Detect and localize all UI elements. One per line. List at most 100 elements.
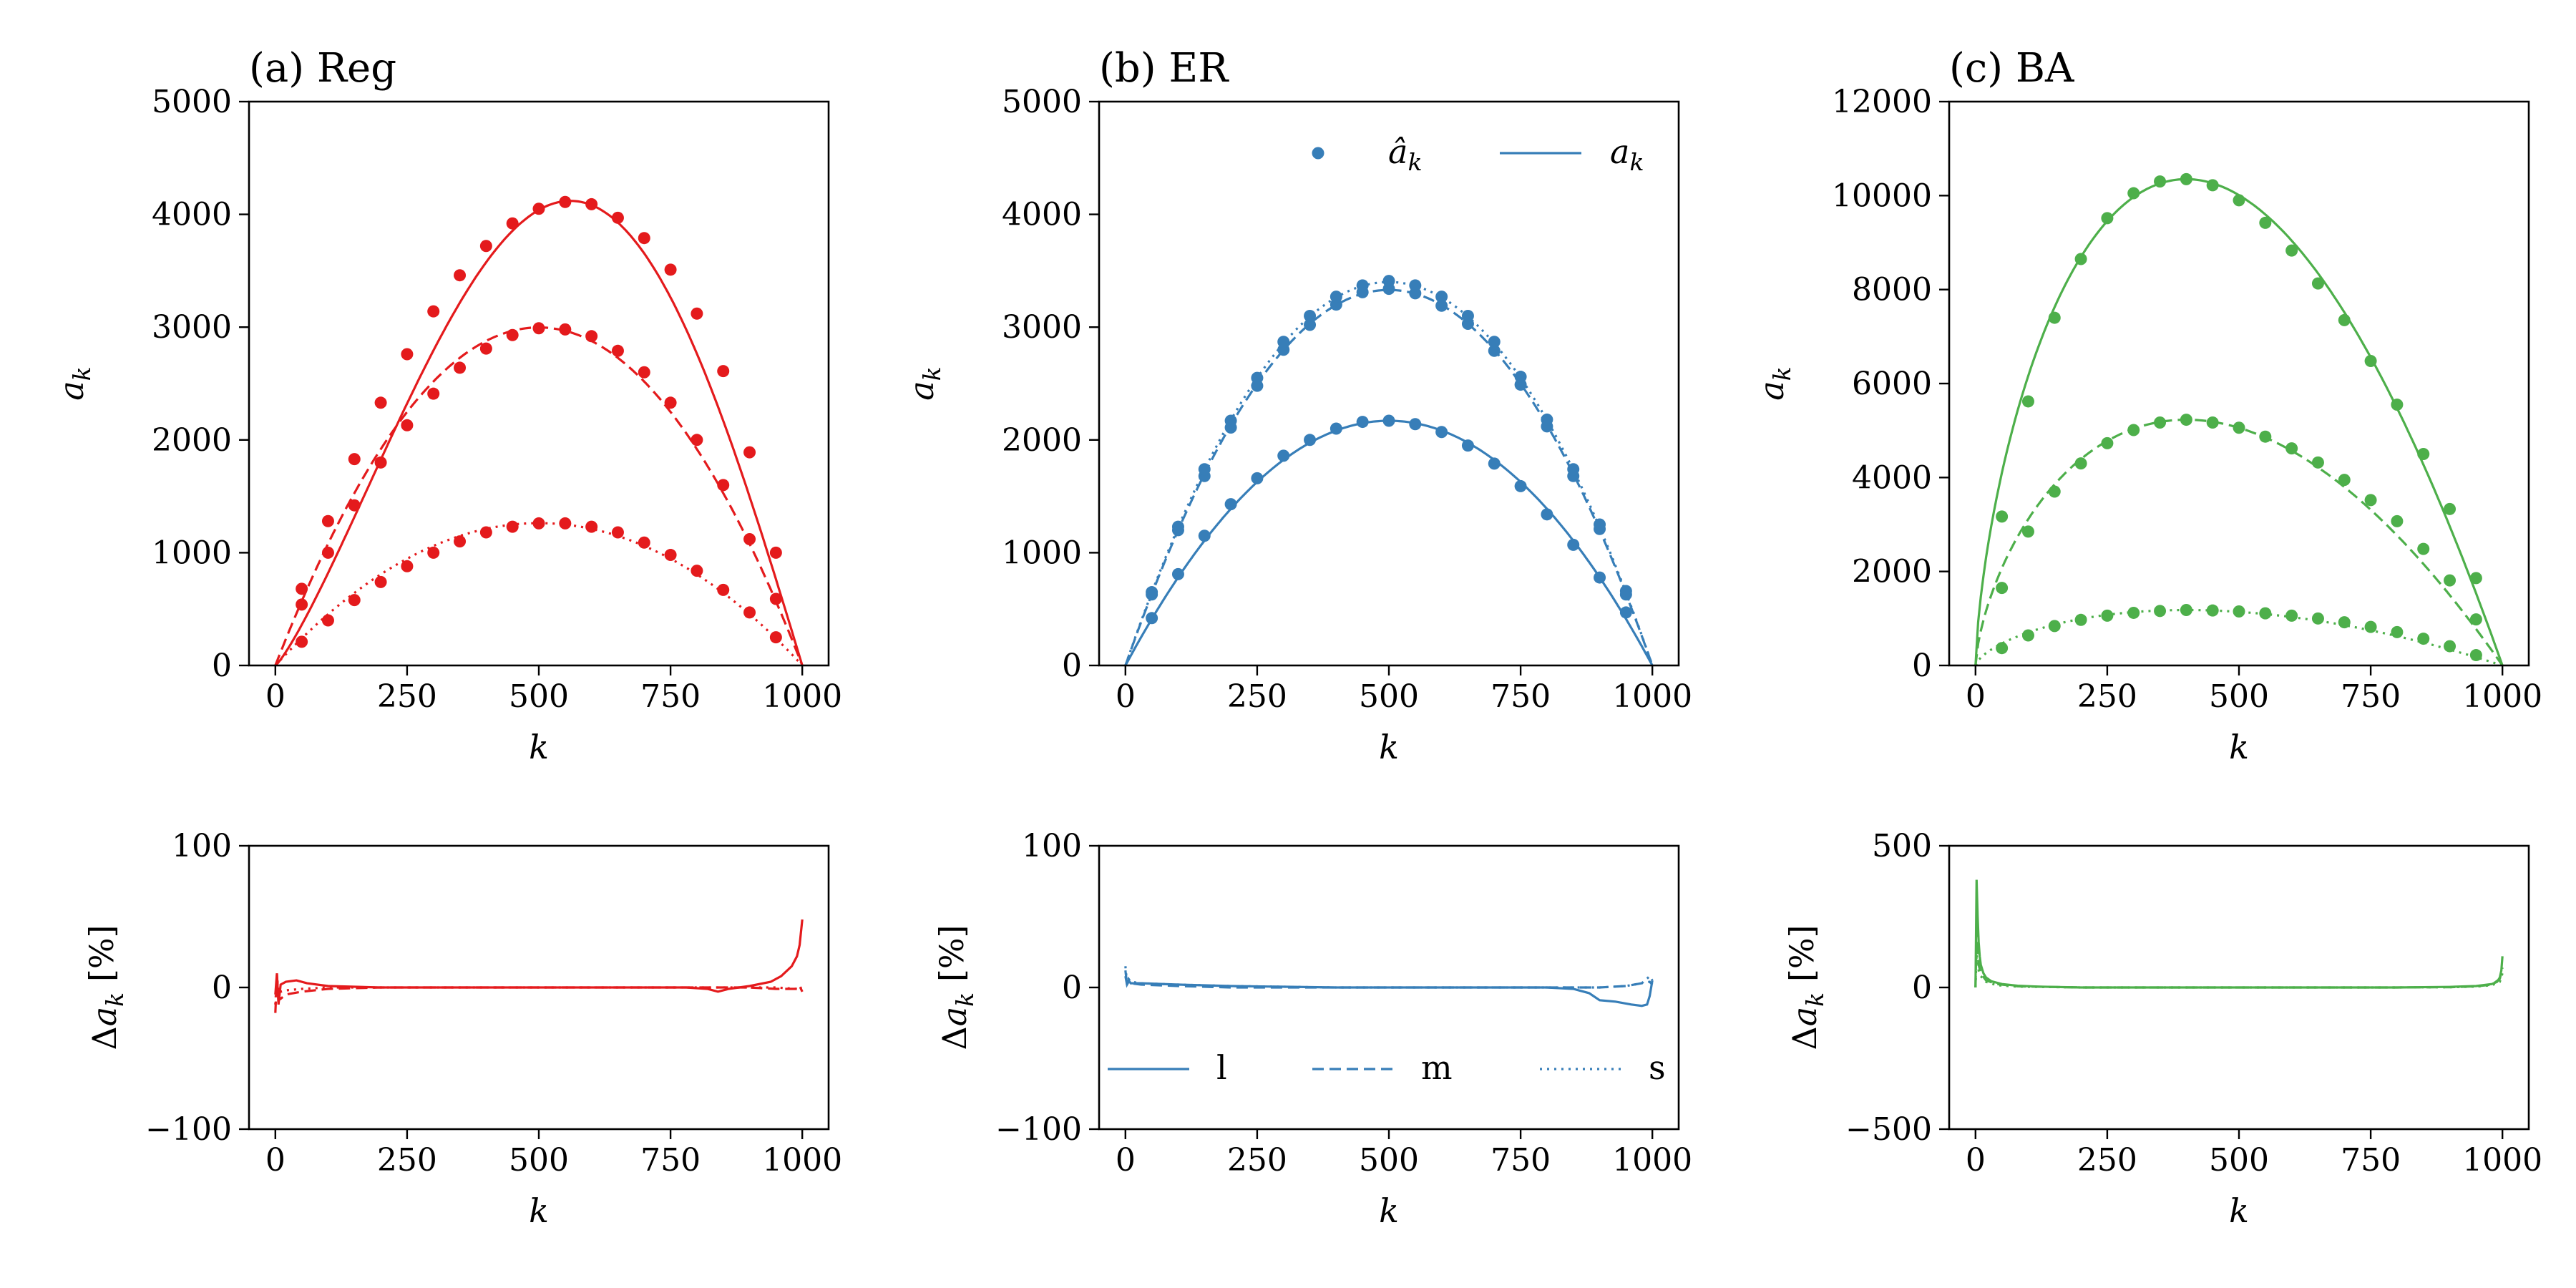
data-point [1356, 279, 1369, 292]
panel-b-bottom: 0 250 500 750 1000 −100 0 100 k Δak [%] [932, 828, 1692, 1230]
y-tick-label: −100 [995, 1111, 1082, 1148]
data-point [1171, 567, 1184, 580]
data-point [321, 614, 334, 627]
data-point [1594, 571, 1606, 584]
data-point [2048, 485, 2061, 498]
panel-title: (c) BA [1949, 45, 2074, 92]
x-tick-label: 1000 [762, 1142, 842, 1179]
series-line-dashed [274, 326, 804, 665]
y-tick-label: 3000 [152, 309, 232, 346]
data-point [2417, 448, 2430, 460]
data-point [427, 546, 440, 559]
x-axis-label: k [2229, 728, 2249, 766]
data-point [2233, 605, 2245, 618]
y-tick-label: 12000 [1832, 84, 1932, 120]
data-point [348, 499, 361, 512]
data-point [1146, 612, 1158, 625]
data-point [1541, 413, 1553, 426]
legend-label-line: ak [1610, 132, 1644, 176]
data-point [2417, 542, 2430, 555]
panel-a-bottom: 0 250 500 750 1000 −100 0 100 k Δak [%] [82, 828, 842, 1230]
data-point [1198, 530, 1211, 542]
panel-c-bottom: 0 250 500 750 1000 −500 0 500 k Δak [%] [1782, 828, 2542, 1230]
data-point [2311, 612, 2324, 625]
y-tick-label: 4000 [1852, 459, 1932, 496]
panel-title: (a) Reg [249, 45, 396, 92]
data-point [2074, 613, 2087, 626]
y-tick-label: 100 [172, 828, 232, 864]
data-point [1277, 336, 1290, 348]
data-point [401, 560, 414, 572]
data-point [401, 348, 414, 361]
data-point [296, 582, 308, 595]
data-point [374, 456, 387, 469]
y-axis-label: ak [902, 366, 946, 401]
data-point [2021, 395, 2034, 408]
series-line-dashed [1124, 975, 1654, 989]
panel-a-top: 0 250 500 750 1000 0 1000 2000 3000 4000 5000 k ak (a… [52, 45, 842, 766]
y-tick-label: 2000 [1852, 554, 1932, 590]
data-point [1488, 336, 1501, 348]
data-point [454, 361, 467, 374]
data-point [1435, 299, 1448, 312]
data-point [348, 453, 361, 466]
data-point [1996, 582, 2009, 595]
y-tick-label: 3000 [1002, 309, 1082, 346]
x-axis-label: k [2229, 1191, 2249, 1230]
data-point [691, 434, 703, 447]
data-point [1409, 418, 1422, 431]
data-point [348, 594, 361, 607]
y-tick-label: 0 [1062, 970, 1082, 1006]
y-tick-label: −500 [1845, 1111, 1932, 1148]
data-point [664, 263, 677, 276]
data-point [427, 387, 440, 400]
legend-label-dashed: m [1421, 1048, 1453, 1087]
y-tick-label: 100 [1022, 828, 1082, 864]
x-tick-label: 250 [377, 1142, 437, 1179]
y-tick-label: 4000 [1002, 197, 1082, 233]
data-point [1171, 520, 1184, 533]
data-point [296, 635, 308, 648]
data-point [585, 330, 598, 343]
y-tick-label: −100 [145, 1111, 232, 1148]
data-point [2154, 605, 2167, 618]
data-point [2469, 649, 2482, 662]
data-point [2233, 194, 2245, 207]
data-point [717, 583, 730, 596]
data-point [1304, 318, 1317, 331]
data-point [1488, 344, 1501, 357]
y-axis-label: ak [1752, 366, 1796, 401]
data-point [769, 592, 782, 605]
data-point [691, 565, 703, 577]
data-point [1435, 426, 1448, 439]
legend-marker [1312, 147, 1324, 160]
plot-area [1974, 879, 2504, 989]
x-tick-label: 250 [2077, 678, 2137, 715]
data-point [2206, 179, 2219, 192]
x-tick-label: 0 [1966, 1142, 1986, 1179]
x-tick-label: 750 [640, 678, 701, 715]
x-axis-label: k [1379, 1191, 1399, 1230]
x-tick-label: 750 [2341, 1142, 2401, 1179]
plot-area [274, 919, 804, 1013]
data-point [2444, 574, 2457, 587]
x-tick-label: 0 [1966, 678, 1986, 715]
data-point [1382, 414, 1395, 427]
data-point [1461, 309, 1474, 322]
data-point [2391, 625, 2404, 638]
series-line-dashed [274, 976, 804, 1013]
data-point [2154, 416, 2167, 429]
x-tick-label: 500 [509, 1142, 569, 1179]
series-line-dotted [1124, 280, 1654, 665]
data-point [1330, 291, 1342, 303]
data-point [611, 211, 624, 224]
y-tick-label: 0 [1912, 648, 1932, 684]
data-point [427, 305, 440, 318]
legend-label-marker: âk [1388, 132, 1423, 176]
data-point [2364, 620, 2377, 633]
data-point [2180, 172, 2192, 185]
data-point [479, 240, 492, 253]
data-point [691, 307, 703, 320]
x-tick-label: 1000 [2462, 678, 2542, 715]
data-point [2417, 633, 2430, 645]
